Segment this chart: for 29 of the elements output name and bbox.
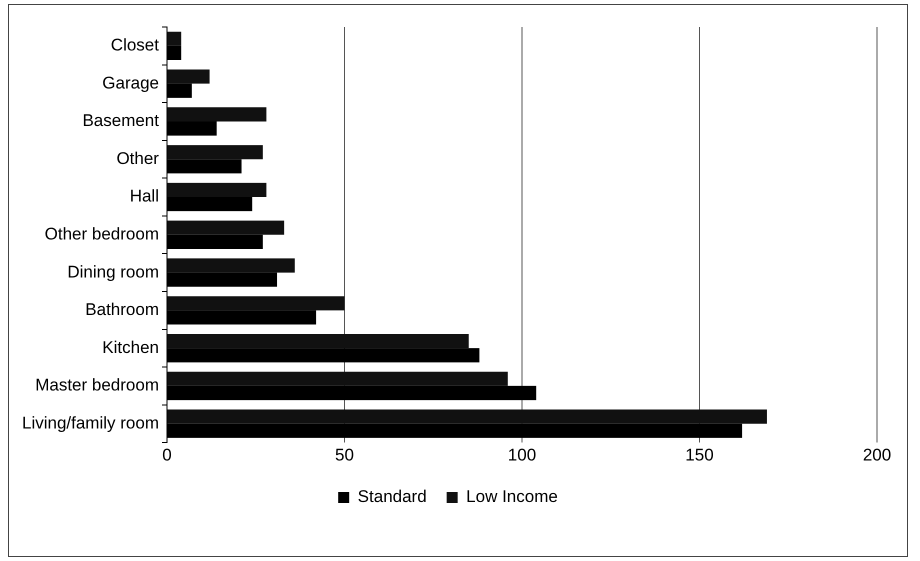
bar (167, 258, 295, 273)
bar (167, 296, 344, 310)
bar (167, 372, 508, 386)
x-tick-label: 50 (335, 445, 354, 464)
legend-label: Low Income (466, 487, 558, 506)
y-tick-label: Dining room (67, 262, 159, 282)
x-tick-label: 150 (685, 445, 714, 464)
y-tick-label: Closet (110, 36, 160, 55)
y-tick-label: Master bedroom (35, 376, 159, 395)
y-tick-label: Kitchen (102, 338, 159, 357)
y-tick-label: Living/family room (22, 413, 159, 432)
bar (167, 32, 182, 46)
bar (167, 182, 266, 198)
y-tick-label: Bathroom (85, 300, 159, 320)
legend-label: Standard (358, 487, 427, 506)
y-tick-label: Other bedroom (44, 224, 159, 244)
x-tick-label: 0 (162, 445, 172, 464)
bar (167, 334, 469, 348)
bar (167, 145, 263, 160)
bar (167, 220, 284, 235)
y-tick-label: Garage (102, 73, 159, 92)
bar (167, 410, 767, 424)
bar (167, 70, 210, 84)
x-tick-label: 200 (862, 445, 892, 464)
y-tick-label: Other (116, 148, 160, 168)
x-tick-label: 100 (508, 445, 536, 464)
y-tick-label: Hall (130, 186, 159, 206)
y-tick-label: Basement (82, 111, 160, 130)
bar (167, 107, 266, 122)
